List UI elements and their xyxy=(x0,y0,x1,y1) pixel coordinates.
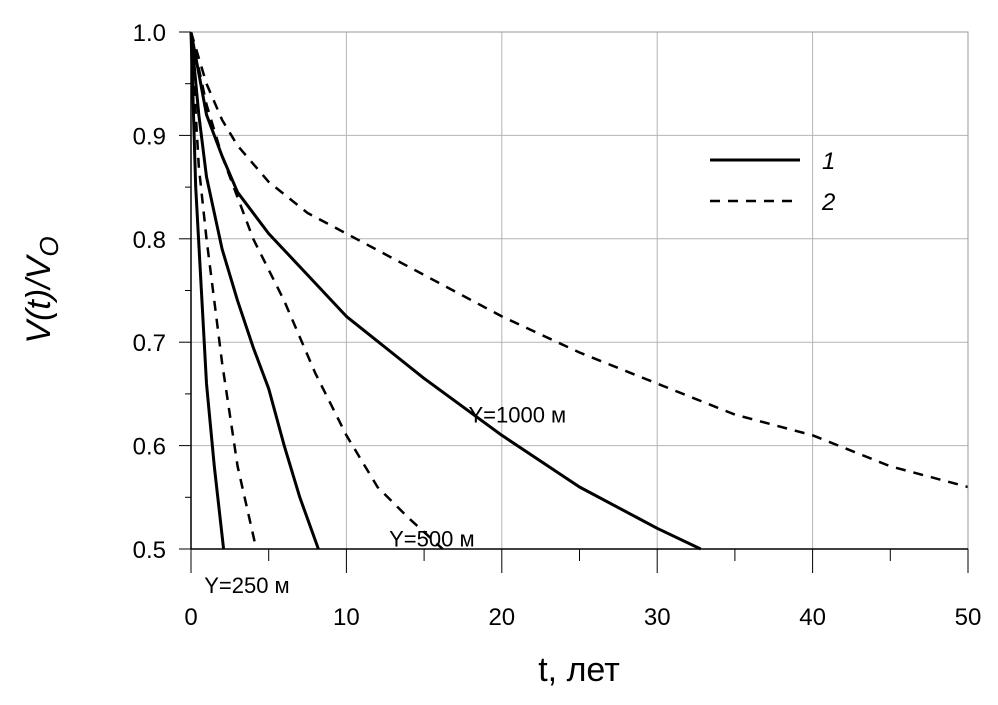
curve-annotation: Y=500 м xyxy=(389,527,474,552)
annotations: Y=1000 м Y=500 м Y=250 м xyxy=(204,403,566,599)
y-tick-label: 0.6 xyxy=(133,434,166,461)
x-axis-title: t, лет xyxy=(538,651,620,689)
legend: 1 2 xyxy=(710,148,835,216)
x-tick-label: 10 xyxy=(333,604,360,631)
x-tick-label: 50 xyxy=(955,604,982,631)
series-line-dashed xyxy=(189,31,444,550)
x-tick-label: 0 xyxy=(184,604,197,631)
y-axis-title-main: V(t)/V xyxy=(20,253,58,343)
y-tick-label: 0.9 xyxy=(133,123,166,150)
legend-label-2: 2 xyxy=(821,189,835,216)
series-line-dashed xyxy=(189,31,969,489)
y-axis-title-subscript: O xyxy=(34,236,64,256)
legend-label-1: 1 xyxy=(822,148,835,175)
y-tick-label: 0.8 xyxy=(133,227,166,254)
y-tick-label: 0.5 xyxy=(133,537,166,564)
x-tick-label: 30 xyxy=(644,604,671,631)
series-line-solid xyxy=(189,31,226,550)
series-line-solid xyxy=(189,31,702,551)
axes xyxy=(179,31,969,573)
curve-annotation: Y=1000 м xyxy=(468,403,566,428)
series-layer xyxy=(189,31,969,551)
y-axis-title: V(t)/VO xyxy=(20,236,64,343)
x-tick-label: 40 xyxy=(799,604,826,631)
series-line-solid xyxy=(189,31,320,550)
curve-annotation: Y=250 м xyxy=(204,573,289,598)
tick-labels: 0 10 20 30 40 50 0.5 0.6 0.7 0.8 0.9 1.0 xyxy=(133,20,982,631)
grid xyxy=(190,31,969,550)
series-line-dashed xyxy=(189,31,258,550)
y-tick-label: 0.7 xyxy=(133,330,166,357)
x-tick-label: 20 xyxy=(488,604,515,631)
y-tick-label: 1.0 xyxy=(133,20,166,47)
plot-frame xyxy=(190,31,969,550)
